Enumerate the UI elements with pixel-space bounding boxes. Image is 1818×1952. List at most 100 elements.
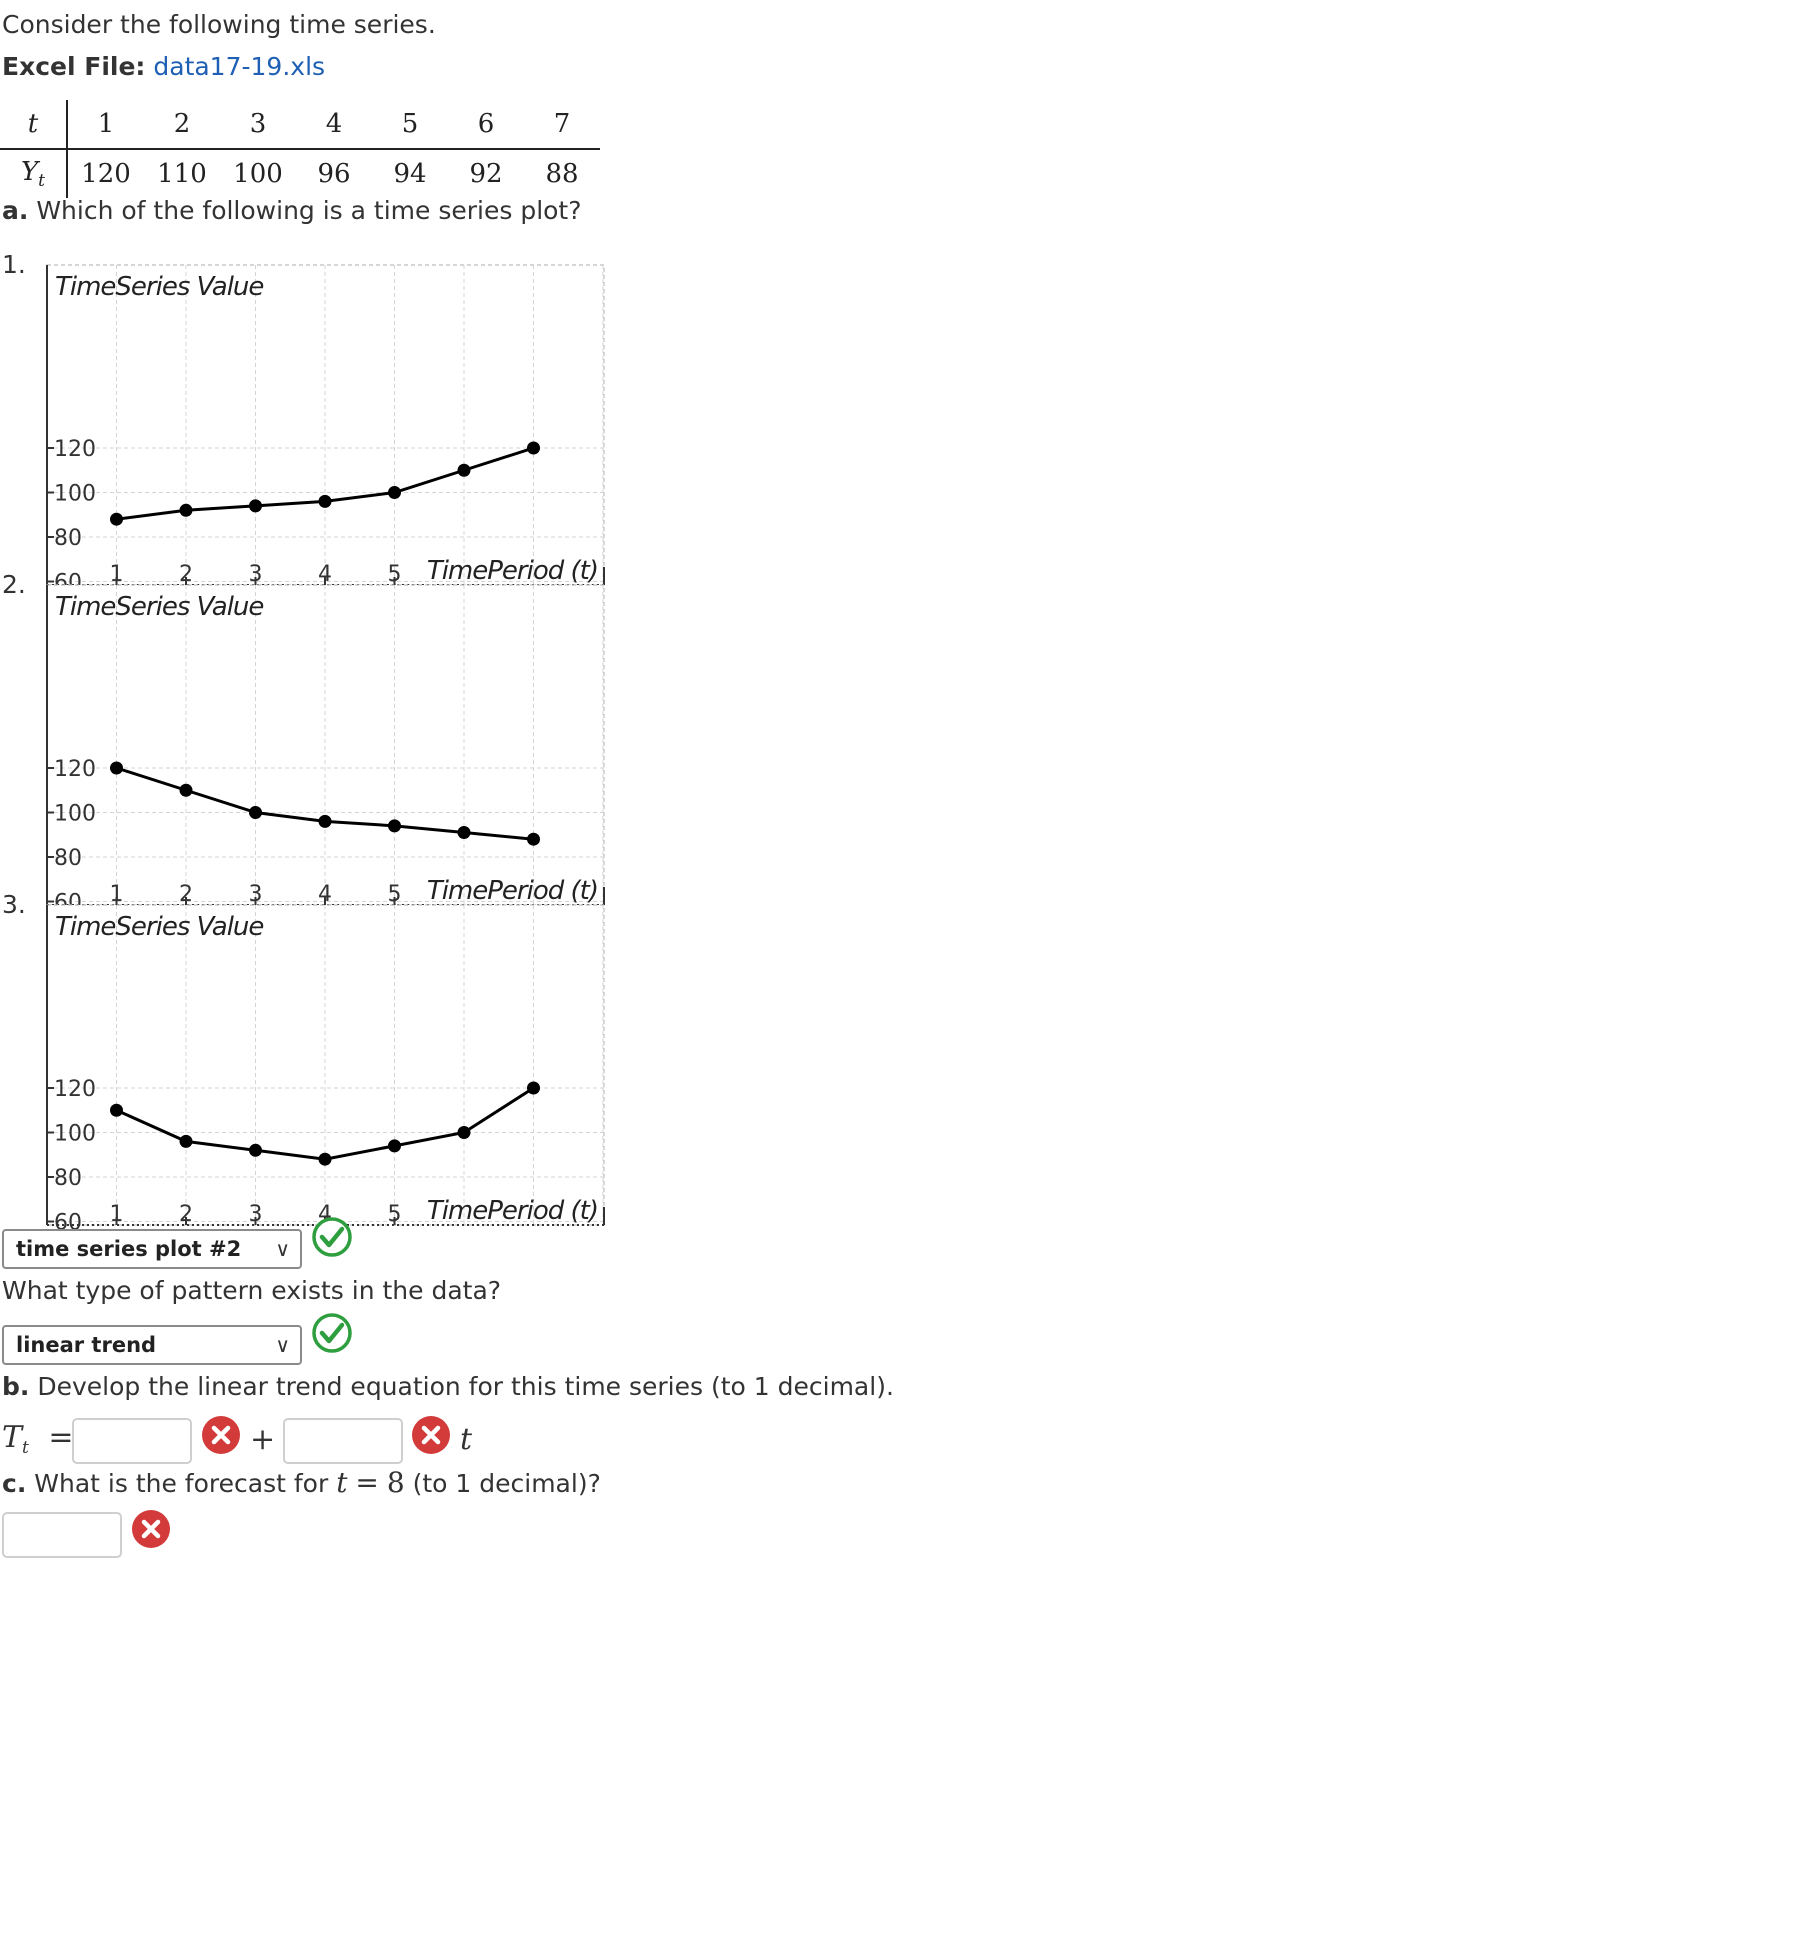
time-series-table: t 1 2 3 4 5 6 7 Yt 120 110 100 96 94 92 … bbox=[0, 100, 600, 198]
x-circle-icon bbox=[132, 1510, 170, 1548]
slope-input[interactable] bbox=[283, 1418, 403, 1464]
y-axis-label: TimeSeries Value bbox=[55, 912, 263, 942]
table-cell: 1 bbox=[67, 100, 144, 150]
data-point bbox=[179, 783, 193, 797]
data-point bbox=[527, 441, 540, 455]
x-tick-label: 3 bbox=[249, 882, 263, 907]
equation-variable-t: t bbox=[460, 1422, 473, 1457]
data-point bbox=[110, 512, 123, 526]
data-point bbox=[457, 463, 471, 477]
x-tick-label: 4 bbox=[318, 562, 332, 587]
part-c-question: c. What is the forecast for t = 8 (to 1 … bbox=[2, 1466, 601, 1499]
x-tick-label: 2 bbox=[179, 1202, 193, 1227]
plot-select-value: time series plot #2 bbox=[16, 1237, 242, 1261]
plus-sign: + bbox=[250, 1422, 276, 1457]
part-a-question: a. Which of the following is a time seri… bbox=[2, 196, 582, 225]
y-tick-label: 120 bbox=[54, 757, 96, 782]
plot-1-chart: 2040608010012012345TimeSeries ValueTimeP… bbox=[46, 264, 605, 595]
y-axis-label: TimeSeries Value bbox=[55, 592, 263, 622]
table-cell: 3 bbox=[220, 100, 296, 150]
x-circle-icon bbox=[202, 1416, 240, 1454]
data-point bbox=[318, 814, 332, 828]
intro-text: Consider the following time series. bbox=[2, 10, 436, 39]
plot-frame bbox=[46, 904, 605, 1226]
x-tick-label: 2 bbox=[179, 562, 193, 587]
table-row-t: t 1 2 3 4 5 6 7 bbox=[0, 100, 600, 150]
plot-frame bbox=[46, 264, 605, 586]
x-axis-label: TimePeriod (t) bbox=[427, 1196, 598, 1226]
table-cell: 6 bbox=[448, 100, 524, 150]
table-cell: 88 bbox=[545, 159, 579, 189]
plot-1-number: 1. bbox=[2, 250, 26, 279]
y-tick-label: 120 bbox=[54, 1077, 96, 1102]
y-tick-label: 80 bbox=[54, 526, 82, 551]
data-point bbox=[388, 486, 401, 499]
x-tick-label: 2 bbox=[179, 882, 193, 907]
row-label-t: t bbox=[0, 100, 68, 150]
y-tick-label: 100 bbox=[54, 482, 96, 507]
plot-3-chart: 2040608010012012345TimeSeries ValueTimeP… bbox=[46, 904, 605, 1235]
chevron-down-icon: ∨ bbox=[275, 1237, 290, 1261]
data-point bbox=[318, 494, 332, 508]
pattern-question: What type of pattern exists in the data? bbox=[2, 1276, 502, 1305]
x-tick-label: 5 bbox=[388, 1202, 402, 1227]
x-axis-label: TimePeriod (t) bbox=[427, 556, 598, 586]
data-point bbox=[110, 761, 123, 775]
x-tick-label: 1 bbox=[110, 882, 124, 907]
x-tick-label: 1 bbox=[110, 562, 124, 587]
table-cell: 120 bbox=[81, 159, 131, 189]
y-tick-label: 100 bbox=[54, 802, 96, 827]
table-cell: 7 bbox=[524, 100, 600, 150]
data-point bbox=[179, 503, 193, 517]
x-circle-icon bbox=[412, 1416, 450, 1454]
plot-frame bbox=[46, 584, 605, 906]
table-cell: 94 bbox=[393, 159, 427, 189]
data-point bbox=[527, 832, 540, 846]
data-point bbox=[527, 1081, 540, 1095]
equation-lhs: Tt = bbox=[2, 1420, 74, 1458]
row-label-y: Yt bbox=[0, 149, 68, 198]
y-axis-label: TimeSeries Value bbox=[55, 272, 263, 302]
y-tick-label: 80 bbox=[54, 846, 82, 871]
plot-2-chart: 2040608010012012345TimeSeries ValueTimeP… bbox=[46, 584, 605, 915]
data-point bbox=[388, 1139, 401, 1153]
y-tick-label: 120 bbox=[54, 437, 96, 462]
table-cell: 96 bbox=[317, 159, 351, 189]
x-tick-label: 5 bbox=[388, 562, 402, 587]
y-tick-label: 80 bbox=[54, 1166, 82, 1191]
data-point bbox=[249, 806, 262, 819]
x-axis-label: TimePeriod (t) bbox=[427, 876, 598, 906]
data-point bbox=[388, 819, 401, 833]
x-tick-label: 4 bbox=[318, 882, 332, 907]
table-cell: 100 bbox=[233, 159, 283, 189]
intercept-input[interactable] bbox=[72, 1418, 192, 1464]
forecast-input[interactable] bbox=[2, 1512, 122, 1558]
x-tick-label: 1 bbox=[110, 1202, 124, 1227]
table-row-y: Yt 120 110 100 96 94 92 88 bbox=[0, 149, 600, 198]
excel-file-label: Excel File: bbox=[2, 52, 146, 81]
pattern-select-value: linear trend bbox=[16, 1333, 157, 1357]
excel-file-link[interactable]: data17-19.xls bbox=[153, 52, 326, 81]
part-b-question: b. Develop the linear trend equation for… bbox=[2, 1372, 894, 1401]
data-point bbox=[179, 1134, 193, 1148]
data-point bbox=[249, 1143, 262, 1157]
x-tick-label: 3 bbox=[249, 562, 263, 587]
check-circle-icon bbox=[312, 1313, 352, 1353]
table-cell: 5 bbox=[372, 100, 448, 150]
table-cell: 2 bbox=[144, 100, 220, 150]
data-point bbox=[318, 1152, 332, 1166]
pattern-select-dropdown[interactable]: linear trend ∨ bbox=[2, 1325, 302, 1365]
data-point bbox=[457, 1126, 471, 1139]
table-cell: 92 bbox=[469, 159, 503, 189]
plot-3-number: 3. bbox=[2, 890, 26, 919]
chevron-down-icon: ∨ bbox=[275, 1333, 290, 1357]
plot-select-dropdown[interactable]: time series plot #2 ∨ bbox=[2, 1229, 302, 1269]
x-tick-label: 5 bbox=[388, 882, 402, 907]
check-circle-icon bbox=[312, 1217, 352, 1257]
data-point bbox=[457, 826, 471, 840]
data-point bbox=[110, 1103, 123, 1117]
plot-2-number: 2. bbox=[2, 570, 26, 599]
data-point bbox=[249, 499, 262, 513]
excel-file-line: Excel File: data17-19.xls bbox=[2, 52, 325, 82]
y-tick-label: 100 bbox=[54, 1122, 96, 1147]
